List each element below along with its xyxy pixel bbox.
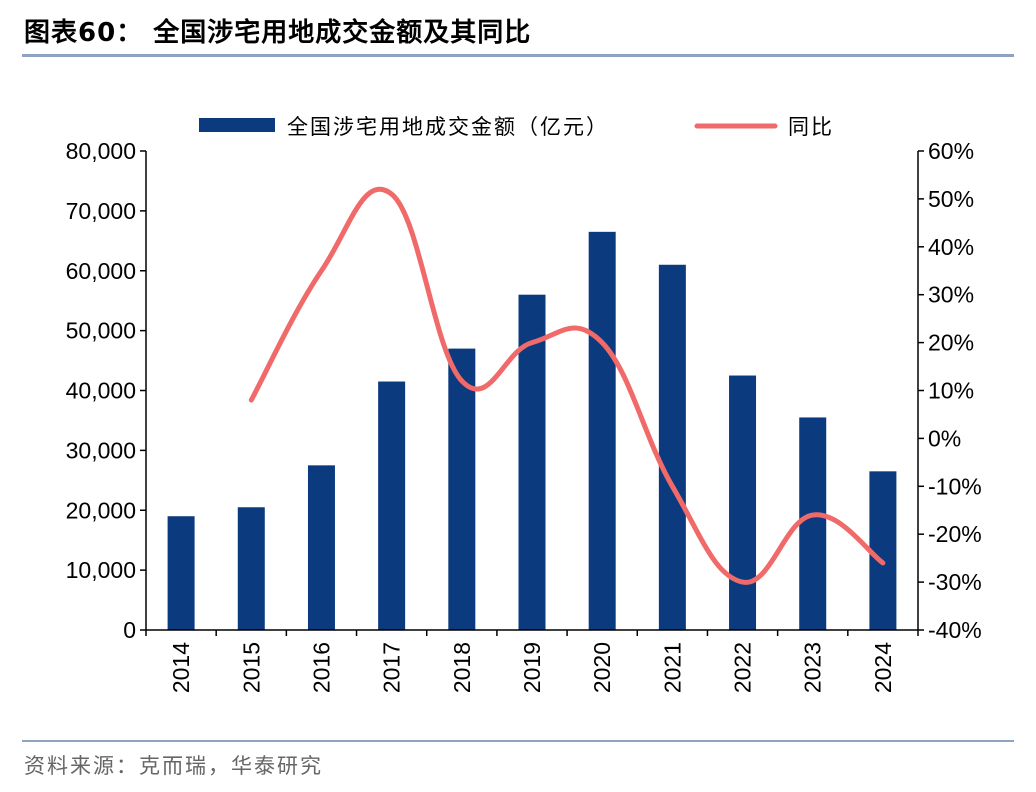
right-tick-label: 40% [928, 234, 974, 260]
x-tick-label: 2015 [238, 642, 264, 693]
legend-bar-label: 全国涉宅用地成交金额（亿元） [287, 115, 609, 139]
legend-bar-swatch [199, 118, 275, 132]
yoy-line [248, 186, 886, 585]
left-tick-label: 20,000 [66, 497, 136, 523]
bar-2018 [448, 348, 476, 630]
bar-2021 [658, 264, 686, 630]
right-tick-label: -10% [928, 473, 982, 499]
bar-2015 [237, 507, 265, 630]
right-tick-label: 0% [928, 425, 961, 451]
right-tick-label: 30% [928, 282, 974, 308]
left-tick-label: 50,000 [66, 318, 136, 344]
left-tick-label: 60,000 [66, 258, 136, 284]
bar-2020 [588, 231, 616, 631]
right-tick-label: -40% [928, 617, 982, 643]
x-tick-label: 2017 [379, 642, 405, 693]
x-tick-label: 2018 [449, 642, 475, 693]
right-tick-label: 20% [928, 330, 974, 356]
bar-2019 [518, 294, 546, 630]
x-tick-label: 2016 [308, 642, 334, 693]
left-tick-label: 70,000 [66, 198, 136, 224]
x-tick-label: 2014 [168, 642, 194, 693]
left-tick-label: 0 [123, 617, 136, 643]
bar-2014 [167, 516, 195, 630]
right-tick-label: -30% [928, 569, 982, 595]
left-tick-label: 30,000 [66, 437, 136, 463]
footer-divider [22, 740, 1014, 742]
bar-2024 [869, 471, 897, 630]
left-tick-label: 40,000 [66, 378, 136, 404]
right-tick-label: 10% [928, 378, 974, 404]
source-note: 资料来源：克而瑞，华泰研究 [24, 754, 323, 778]
left-tick-label: 10,000 [66, 557, 136, 583]
bar-2016 [307, 465, 335, 630]
title-divider [22, 54, 1014, 57]
right-tick-label: -20% [928, 521, 982, 547]
bar-2023 [799, 417, 827, 630]
x-tick-label: 2022 [730, 642, 756, 693]
right-tick-label: 50% [928, 186, 974, 212]
x-tick-label: 2024 [870, 642, 896, 693]
x-tick-label: 2021 [659, 642, 685, 693]
bar-2017 [378, 381, 406, 630]
left-tick-label: 80,000 [66, 138, 136, 164]
chart-title: 图表60： 全国涉宅用地成交金额及其同比 [24, 18, 532, 48]
legend-line-label: 同比 [788, 115, 834, 139]
right-tick-label: 60% [928, 138, 974, 164]
x-tick-label: 2019 [519, 642, 545, 693]
x-tick-label: 2023 [800, 642, 826, 693]
x-tick-label: 2020 [589, 642, 615, 693]
bar-2022 [729, 375, 757, 630]
